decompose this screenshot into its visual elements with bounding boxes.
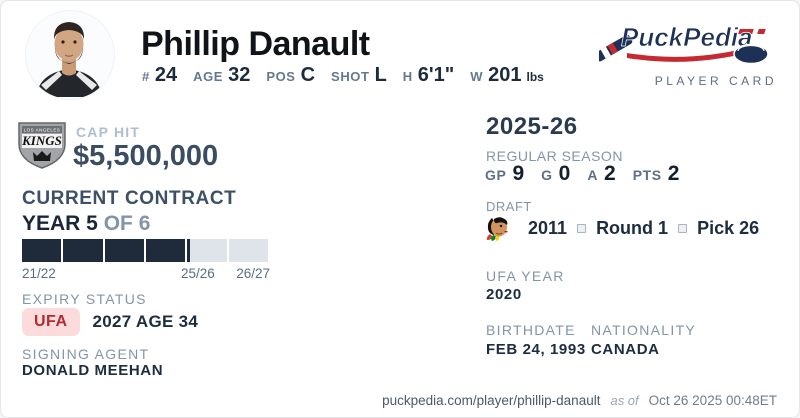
age-label: AGE: [193, 69, 224, 84]
season-stats-row: GP 9 G 0 A 2 PTS 2: [485, 162, 679, 186]
ufa-year-value: 2020: [486, 286, 522, 303]
contract-year-segment: [104, 239, 144, 262]
draft-label: DRAFT: [486, 199, 532, 214]
contract-year-segment: [228, 239, 268, 262]
jersey-number-stat: # 24: [142, 64, 177, 87]
signing-agent-label: SIGNING AGENT: [22, 346, 150, 362]
nationality-label: NATIONALITY: [591, 322, 697, 338]
expiry-status-row: UFA 2027 AGE 34: [22, 308, 198, 336]
expiry-status-label: EXPIRY STATUS: [22, 291, 147, 307]
season-start-label: 21/22: [22, 266, 56, 281]
snapshot-timestamp: Oct 26 2025 00:48ET: [648, 393, 777, 408]
contract-progress-bar: [22, 239, 268, 262]
nationality-value: CANADA: [591, 341, 660, 358]
ufa-year-label: UFA YEAR: [486, 268, 565, 284]
position-stat: POS C: [266, 64, 315, 87]
player-avatar-illustration: [26, 11, 112, 97]
svg-text:LOS ANGELES: LOS ANGELES: [24, 128, 61, 133]
draft-row: 2011 Round 1 Pick 26: [484, 214, 759, 242]
puckpedia-wordmark: PuckPedia: [621, 22, 753, 52]
shot-stat: SHOT L: [331, 64, 387, 87]
weight-unit: lbs: [526, 70, 544, 84]
contract-year-segment: [187, 239, 227, 262]
player-name: Phillip Danault: [141, 25, 370, 63]
weight-stat: W 201 lbs: [470, 64, 544, 87]
contract-year-current: YEAR 5: [22, 212, 98, 235]
games-played-stat: GP 9: [485, 162, 524, 186]
expiry-detail: 2027 AGE 34: [92, 312, 199, 331]
cap-hit-label: CAP HIT: [76, 124, 141, 140]
goals-value: 0: [558, 162, 571, 185]
goals-stat: G 0: [541, 162, 570, 186]
draft-year: 2011: [528, 217, 568, 238]
draft-details: 2011 Round 1 Pick 26: [528, 218, 759, 239]
points-value: 2: [667, 162, 680, 185]
cap-hit-value: $5,500,000: [73, 140, 219, 172]
assists-value: 2: [604, 162, 616, 185]
current-contract-heading: CURRENT CONTRACT: [22, 188, 237, 209]
goals-label: G: [541, 167, 553, 183]
contract-year-row: YEAR 5 OF 6: [22, 212, 150, 236]
games-played-label: GP: [485, 167, 507, 183]
age-stat: AGE 32: [193, 64, 250, 87]
weight-label: W: [470, 69, 484, 84]
height-value: 6'1": [417, 64, 455, 86]
player-photo: [25, 10, 115, 100]
shot-value: L: [374, 64, 387, 86]
bio-stats-row: # 24 AGE 32 POS C SHOT L H 6'1" W 201 lb…: [142, 64, 544, 87]
assists-stat: A 2: [587, 162, 615, 186]
shot-label: SHOT: [331, 69, 370, 84]
season-end-label: 26/27: [236, 266, 270, 281]
birthdate-label: BIRTHDATE: [486, 322, 576, 338]
draft-round: Round 1: [596, 217, 669, 238]
separator-square-icon: [577, 223, 587, 233]
contract-year-segment: [145, 239, 186, 262]
separator-square-icon: [678, 223, 688, 233]
age-value: 32: [228, 64, 251, 86]
contract-year-segment: [22, 239, 62, 262]
signing-agent-value: DONALD MEEHAN: [22, 362, 164, 379]
weight-value: 201: [488, 64, 522, 86]
jersey-number-label: #: [142, 69, 150, 84]
puckpedia-logo: PuckPedia: [594, 22, 769, 65]
contract-season-labels: 21/22 25/26 26/27: [22, 266, 270, 282]
draft-pick: Pick 26: [697, 217, 760, 238]
assists-label: A: [587, 167, 599, 183]
ufa-status-badge: UFA: [22, 308, 80, 336]
points-label: PTS: [632, 167, 662, 183]
height-label: H: [402, 69, 413, 84]
points-stat: PTS 2: [633, 162, 680, 186]
position-value: C: [300, 64, 316, 86]
footer: puckpedia.com/player/phillip-danault as …: [382, 393, 777, 408]
profile-url-link[interactable]: puckpedia.com/player/phillip-danault: [382, 393, 601, 408]
jersey-number-value: 24: [154, 64, 178, 86]
la-kings-logo: LOS ANGELES KINGS: [16, 122, 68, 170]
contract-year-segment: [63, 239, 103, 262]
height-stat: H 6'1": [403, 64, 454, 87]
birthdate-value: FEB 24, 1993: [486, 341, 586, 358]
regular-season-label: REGULAR SEASON: [486, 148, 623, 164]
games-played-value: 9: [512, 162, 525, 185]
brand-block: PuckPedia PLAYER CARD: [587, 13, 777, 88]
position-label: POS: [266, 69, 296, 84]
contract-year-total: OF 6: [103, 212, 151, 235]
season-title: 2025-26: [486, 113, 578, 140]
kings-wordmark: KINGS: [21, 133, 62, 148]
season-current-label: 25/26: [181, 266, 215, 281]
as-of-label: as of: [610, 393, 639, 408]
player-card-label: PLAYER CARD: [654, 74, 777, 88]
chicago-blackhawks-logo: [486, 217, 508, 241]
